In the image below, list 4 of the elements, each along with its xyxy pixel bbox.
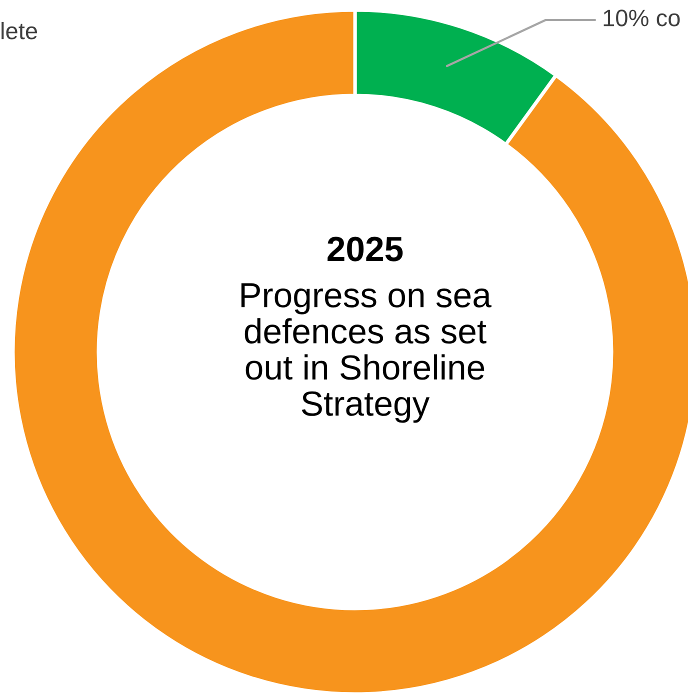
text: lete (2, 22, 38, 40)
text: 2025 (328, 236, 403, 262)
text: Progress on sea defences as set out in Shoreline Strategy (241, 283, 492, 423)
text: 10% co (604, 10, 680, 26)
